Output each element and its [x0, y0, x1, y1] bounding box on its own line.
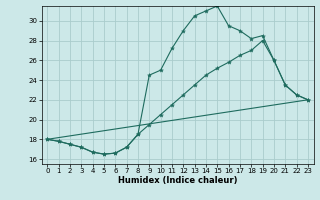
X-axis label: Humidex (Indice chaleur): Humidex (Indice chaleur) [118, 176, 237, 185]
